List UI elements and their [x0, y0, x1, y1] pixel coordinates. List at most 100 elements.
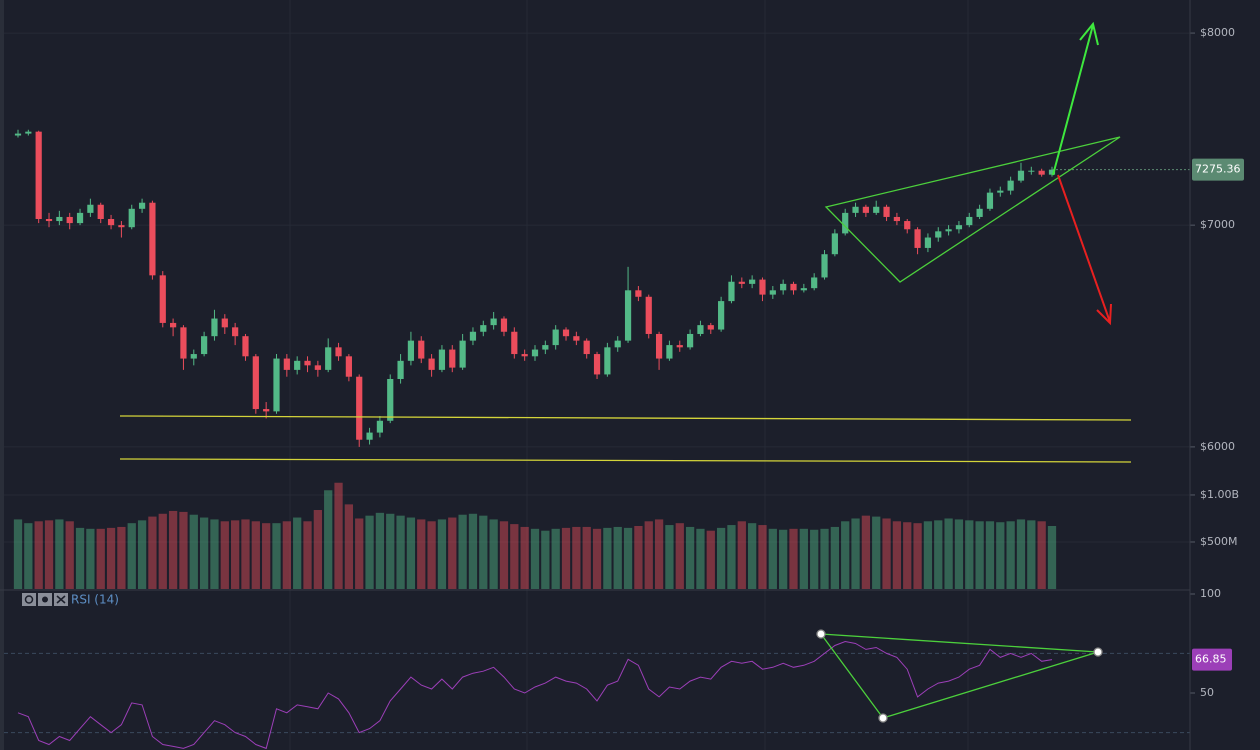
support-line	[119, 415, 1132, 421]
hide-button[interactable]	[22, 593, 36, 606]
candle-body	[511, 331, 518, 355]
candle-body	[242, 336, 249, 357]
volume-bar	[293, 517, 302, 589]
volume-bar	[892, 521, 902, 589]
candle-body	[76, 212, 84, 224]
candle-body	[149, 202, 156, 276]
volume-bar	[168, 510, 178, 589]
volume-bar	[572, 526, 581, 589]
candle-body	[811, 277, 818, 289]
volume-bar	[799, 528, 808, 589]
anchor-dot	[816, 629, 826, 639]
candle-body	[397, 360, 404, 379]
volume-bar	[55, 519, 64, 589]
candle-body	[335, 347, 342, 357]
candle-body	[211, 318, 218, 337]
volume-bar	[220, 521, 229, 589]
candle-body	[986, 192, 994, 209]
candle-body	[294, 360, 301, 370]
y-tick-label: $7000	[1200, 218, 1235, 231]
volume-bar	[417, 519, 426, 589]
y-tick-label: $6000	[1200, 440, 1235, 453]
candle-body	[821, 254, 828, 278]
drawings	[119, 21, 1132, 723]
volume-bar	[758, 525, 767, 589]
down-arrow	[1057, 174, 1112, 326]
candle-body	[407, 340, 415, 361]
volume-bar	[530, 528, 540, 589]
candle-body	[25, 131, 32, 134]
candle-body	[635, 290, 642, 297]
candle-body	[769, 290, 776, 295]
candle-body	[976, 208, 983, 217]
candle-body	[666, 345, 673, 359]
candle-body	[490, 318, 497, 326]
indicator-controls[interactable]	[22, 593, 68, 606]
volume-bar	[324, 490, 333, 589]
candle-body	[221, 318, 228, 328]
candle-body	[118, 225, 125, 228]
candle-body	[686, 333, 694, 348]
volume-bar	[975, 521, 984, 589]
candle-body	[325, 347, 332, 370]
x-icon	[56, 595, 66, 604]
vertical-grid	[289, 0, 969, 750]
volume-bar	[665, 525, 674, 589]
volume-bar	[1027, 520, 1036, 589]
volume-bar	[592, 528, 602, 589]
candle-body	[831, 233, 838, 255]
volume-bar	[644, 521, 653, 589]
volume-bar	[334, 482, 343, 589]
candle-body	[500, 318, 508, 332]
candle-body	[356, 376, 363, 440]
volume-bar	[872, 516, 881, 589]
candle-body	[924, 237, 932, 248]
volume-bar	[406, 517, 416, 589]
candle-body	[438, 349, 446, 370]
candle-body	[35, 131, 42, 219]
gear-icon	[42, 596, 48, 603]
left-edge	[0, 0, 4, 750]
candle-body	[645, 296, 652, 334]
candle-body	[842, 212, 849, 234]
candle-body	[738, 281, 745, 284]
volume-bar	[355, 518, 364, 589]
volume-bar	[541, 530, 550, 589]
candle-body	[935, 231, 942, 238]
volume-bar	[1006, 521, 1015, 589]
candle-body	[14, 133, 22, 136]
volume-bar	[685, 526, 695, 589]
candle-body	[852, 206, 859, 213]
candle-body	[697, 325, 704, 334]
candle-body	[418, 340, 425, 359]
candle-body	[728, 281, 735, 302]
volume-bar	[510, 524, 519, 589]
candle-body	[883, 206, 890, 217]
candle-body	[531, 349, 539, 357]
volume-bar	[779, 529, 788, 589]
candle-body	[66, 216, 73, 224]
candle-body	[469, 331, 477, 341]
support-line	[119, 458, 1132, 463]
volume-bar	[448, 517, 457, 589]
volume-bar	[820, 528, 829, 589]
last-price-label: 7275.36	[1195, 163, 1241, 176]
candle-body	[314, 365, 321, 370]
candle-body	[893, 216, 901, 222]
anchor-dot	[1093, 647, 1103, 657]
candle-body	[159, 275, 166, 323]
up-arrow	[1052, 21, 1099, 176]
candle-body	[387, 378, 394, 421]
indicator-title: RSI (14)	[71, 593, 119, 607]
candle-body	[562, 329, 570, 337]
volume-bar	[944, 518, 953, 589]
plot-layer: $8000 $7000 $6000 7275.36 $1.00B $500M 100 50 66…	[4, 26, 1244, 750]
volume-bar	[603, 527, 612, 589]
volume-bar	[954, 519, 964, 589]
volume-bar	[913, 523, 922, 589]
volume-bar	[634, 525, 643, 589]
volume-bar	[396, 515, 405, 589]
volume-bar	[810, 529, 819, 589]
